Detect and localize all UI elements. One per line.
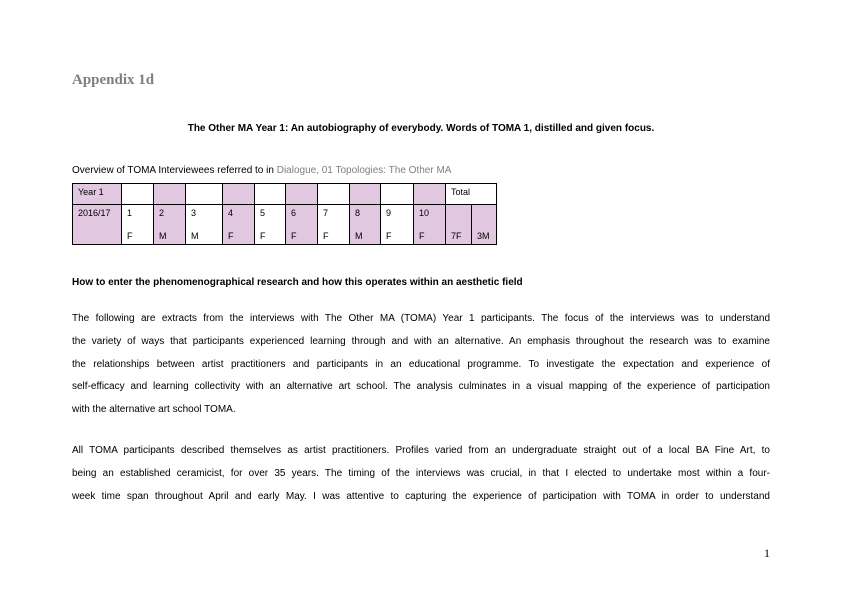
interviewee-cell: 10 F <box>413 204 446 245</box>
header-empty-cell <box>121 183 154 205</box>
total-male-cell: 3M <box>471 204 497 245</box>
document-title: The Other MA Year 1: An autobiography of… <box>187 123 655 134</box>
header-year-cell: Year 1 <box>72 183 122 205</box>
header-empty-cell <box>185 183 223 205</box>
header-total-cell: Total <box>445 183 497 205</box>
overview-reference: Dialogue, 01 Topologies: The Other MA <box>276 165 452 176</box>
header-empty-cell <box>349 183 381 205</box>
paragraph-line: self-efficacy and learning collectivity … <box>72 381 770 393</box>
paragraph-line: the variety of ways that participants ex… <box>72 335 770 347</box>
header-empty-cell <box>285 183 318 205</box>
paragraph-line: All TOMA participants described themselv… <box>72 445 770 456</box>
header-empty-cell <box>317 183 350 205</box>
table-header-row: Year 1 Total <box>72 183 497 205</box>
section-heading: How to enter the phenomenographical rese… <box>72 277 523 288</box>
header-empty-cell <box>413 183 446 205</box>
paragraph-line: being an established ceramicist, for ove… <box>72 467 770 479</box>
paragraph-line: with the alternative art school TOMA. <box>72 404 236 416</box>
page-number: 1 <box>764 546 770 560</box>
header-empty-cell <box>380 183 414 205</box>
paragraph-line: week time span throughout April and earl… <box>72 490 770 502</box>
paragraph-line: the relationships between artist practit… <box>72 358 770 370</box>
overview-text: Overview of TOMA Interviewees referred t… <box>72 165 277 176</box>
header-empty-cell <box>222 183 255 205</box>
paragraph-2: All TOMA participants described themselv… <box>72 440 770 508</box>
paragraph-1: The following are extracts from the inte… <box>72 308 770 422</box>
overview-caption: Overview of TOMA Interviewees referred t… <box>72 165 451 176</box>
header-empty-cell <box>254 183 286 205</box>
appendix-heading: Appendix 1d <box>72 72 155 88</box>
row-year-cell: 2016/17 <box>72 204 122 245</box>
paragraph-line: The following are extracts from the inte… <box>72 313 770 324</box>
total-female-cell: 7F <box>445 204 472 245</box>
header-empty-cell <box>153 183 186 205</box>
